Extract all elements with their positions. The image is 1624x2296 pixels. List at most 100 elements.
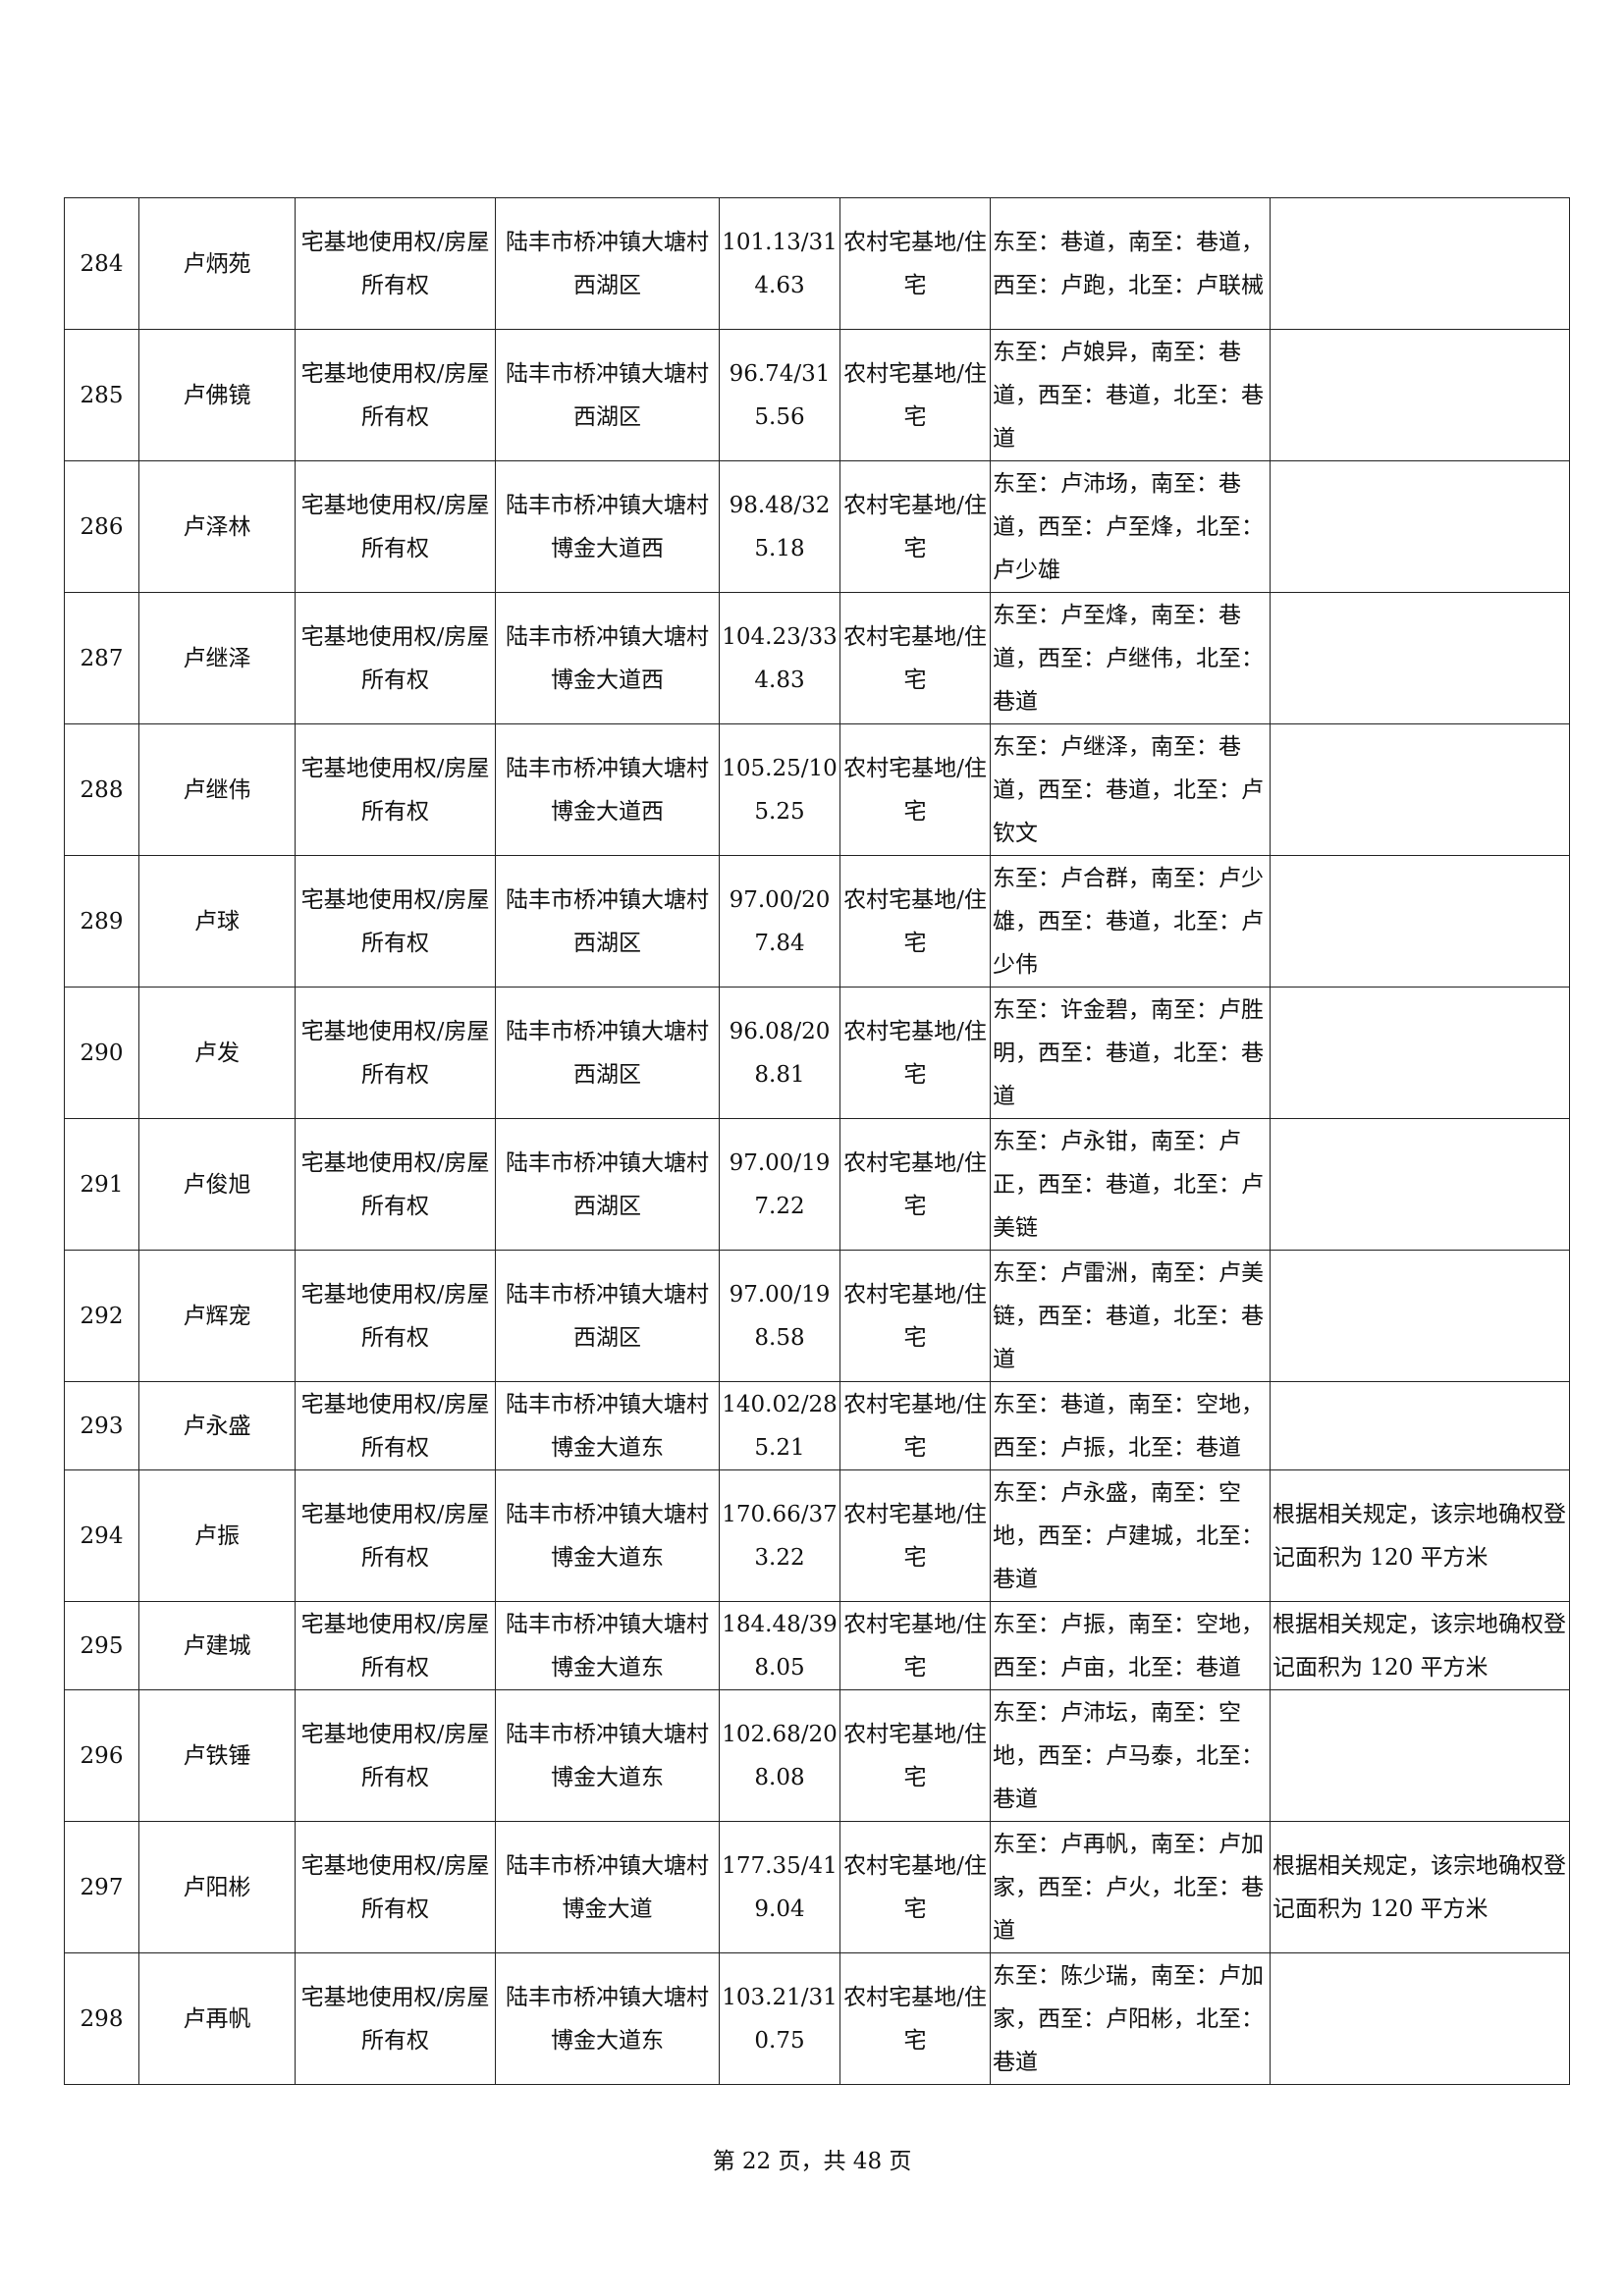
table-row: 297 卢阳彬 宅基地使用权/房屋所有权 陆丰市桥冲镇大塘村博金大道 177.35/41… [64, 1821, 1570, 1953]
cell-boundaries: 东至：卢振，南至：空地，西至：卢亩，北至：巷道 [990, 1601, 1271, 1690]
cell-right-type: 宅基地使用权/房屋所有权 [295, 723, 496, 856]
cell-usage: 农村宅基地/住宅 [839, 1689, 991, 1822]
cell-owner-name: 卢振 [138, 1469, 296, 1602]
cell-row-number: 295 [64, 1601, 139, 1690]
cell-note [1270, 1689, 1570, 1822]
cell-right-type: 宅基地使用权/房屋所有权 [295, 855, 496, 988]
table-row: 289 卢球 宅基地使用权/房屋所有权 陆丰市桥冲镇大塘村西湖区 97.00/207.8… [64, 855, 1570, 988]
cell-location: 陆丰市桥冲镇大塘村博金大道东 [495, 1469, 720, 1602]
cell-owner-name: 卢炳苑 [138, 197, 296, 330]
cell-note: 根据相关规定，该宗地确权登记面积为 120 平方米 [1270, 1469, 1570, 1602]
cell-area: 97.00/198.58 [719, 1250, 840, 1382]
cell-location: 陆丰市桥冲镇大塘村博金大道西 [495, 460, 720, 593]
cell-area: 102.68/208.08 [719, 1689, 840, 1822]
cell-row-number: 296 [64, 1689, 139, 1822]
cell-usage: 农村宅基地/住宅 [839, 723, 991, 856]
page-footer: 第 22 页，共 48 页 [712, 2149, 912, 2174]
cell-row-number: 298 [64, 1952, 139, 2085]
cell-boundaries: 东至：巷道，南至：巷道，西至：卢跑，北至：卢联械 [990, 197, 1271, 330]
cell-location: 陆丰市桥冲镇大塘村博金大道 [495, 1821, 720, 1953]
cell-area: 105.25/105.25 [719, 723, 840, 856]
cell-usage: 农村宅基地/住宅 [839, 1250, 991, 1382]
cell-row-number: 286 [64, 460, 139, 593]
table-row: 285 卢佛镜 宅基地使用权/房屋所有权 陆丰市桥冲镇大塘村西湖区 96.74/315.… [64, 329, 1570, 461]
cell-usage: 农村宅基地/住宅 [839, 1821, 991, 1953]
cell-row-number: 294 [64, 1469, 139, 1602]
cell-right-type: 宅基地使用权/房屋所有权 [295, 1381, 496, 1470]
cell-owner-name: 卢球 [138, 855, 296, 988]
cell-boundaries: 东至：卢娘异，南至：巷道，西至：巷道，北至：巷道 [990, 329, 1271, 461]
cell-location: 陆丰市桥冲镇大塘村博金大道东 [495, 1381, 720, 1470]
cell-location: 陆丰市桥冲镇大塘村西湖区 [495, 987, 720, 1119]
cell-right-type: 宅基地使用权/房屋所有权 [295, 197, 496, 330]
cell-usage: 农村宅基地/住宅 [839, 855, 991, 988]
table-row: 286 卢泽林 宅基地使用权/房屋所有权 陆丰市桥冲镇大塘村博金大道西 98.48/32… [64, 460, 1570, 593]
table-row: 284 卢炳苑 宅基地使用权/房屋所有权 陆丰市桥冲镇大塘村西湖区 101.13/314… [64, 197, 1570, 330]
cell-owner-name: 卢发 [138, 987, 296, 1119]
cell-owner-name: 卢永盛 [138, 1381, 296, 1470]
cell-row-number: 291 [64, 1118, 139, 1251]
cell-note [1270, 592, 1570, 724]
cell-owner-name: 卢俊旭 [138, 1118, 296, 1251]
cell-usage: 农村宅基地/住宅 [839, 1601, 991, 1690]
cell-right-type: 宅基地使用权/房屋所有权 [295, 1952, 496, 2085]
cell-note [1270, 1118, 1570, 1251]
cell-boundaries: 东至：许金碧，南至：卢胜明，西至：巷道，北至：巷道 [990, 987, 1271, 1119]
cell-right-type: 宅基地使用权/房屋所有权 [295, 1118, 496, 1251]
cell-note [1270, 723, 1570, 856]
table-row: 287 卢继泽 宅基地使用权/房屋所有权 陆丰市桥冲镇大塘村博金大道西 104.23/3… [64, 592, 1570, 724]
cell-owner-name: 卢继泽 [138, 592, 296, 724]
cell-usage: 农村宅基地/住宅 [839, 1952, 991, 2085]
cell-row-number: 289 [64, 855, 139, 988]
cell-owner-name: 卢继伟 [138, 723, 296, 856]
cell-note: 根据相关规定，该宗地确权登记面积为 120 平方米 [1270, 1821, 1570, 1953]
table-row: 295 卢建城 宅基地使用权/房屋所有权 陆丰市桥冲镇大塘村博金大道东 184.48/3… [64, 1601, 1570, 1690]
cell-boundaries: 东至：卢永盛，南至：空地，西至：卢建城，北至：巷道 [990, 1469, 1271, 1602]
cell-location: 陆丰市桥冲镇大塘村博金大道西 [495, 592, 720, 724]
cell-area: 96.08/208.81 [719, 987, 840, 1119]
cell-owner-name: 卢泽林 [138, 460, 296, 593]
cell-area: 97.00/197.22 [719, 1118, 840, 1251]
cell-location: 陆丰市桥冲镇大塘村西湖区 [495, 1250, 720, 1382]
cell-area: 97.00/207.84 [719, 855, 840, 988]
cell-note [1270, 1952, 1570, 2085]
cell-area: 140.02/285.21 [719, 1381, 840, 1470]
cell-area: 184.48/398.05 [719, 1601, 840, 1690]
cell-row-number: 287 [64, 592, 139, 724]
cell-boundaries: 东至：卢永钳，南至：卢正，西至：巷道，北至：卢美链 [990, 1118, 1271, 1251]
cell-row-number: 288 [64, 723, 139, 856]
cell-owner-name: 卢佛镜 [138, 329, 296, 461]
table-row: 298 卢再帆 宅基地使用权/房屋所有权 陆丰市桥冲镇大塘村博金大道东 103.21/3… [64, 1952, 1570, 2085]
cell-usage: 农村宅基地/住宅 [839, 1118, 991, 1251]
table-row: 293 卢永盛 宅基地使用权/房屋所有权 陆丰市桥冲镇大塘村博金大道东 140.02/2… [64, 1381, 1570, 1470]
cell-location: 陆丰市桥冲镇大塘村博金大道东 [495, 1601, 720, 1690]
land-registry-table: 284 卢炳苑 宅基地使用权/房屋所有权 陆丰市桥冲镇大塘村西湖区 101.13/314… [64, 197, 1570, 2085]
cell-area: 177.35/419.04 [719, 1821, 840, 1953]
cell-location: 陆丰市桥冲镇大塘村博金大道东 [495, 1689, 720, 1822]
cell-location: 陆丰市桥冲镇大塘村西湖区 [495, 1118, 720, 1251]
cell-usage: 农村宅基地/住宅 [839, 329, 991, 461]
cell-right-type: 宅基地使用权/房屋所有权 [295, 1250, 496, 1382]
cell-note [1270, 1250, 1570, 1382]
cell-row-number: 293 [64, 1381, 139, 1470]
cell-boundaries: 东至：卢雷洲，南至：卢美链，西至：巷道，北至：巷道 [990, 1250, 1271, 1382]
cell-area: 103.21/310.75 [719, 1952, 840, 2085]
cell-boundaries: 东至：卢沛场，南至：巷道，西至：卢至烽，北至：卢少雄 [990, 460, 1271, 593]
cell-note: 根据相关规定，该宗地确权登记面积为 120 平方米 [1270, 1601, 1570, 1690]
cell-owner-name: 卢铁锤 [138, 1689, 296, 1822]
cell-area: 96.74/315.56 [719, 329, 840, 461]
cell-owner-name: 卢阳彬 [138, 1821, 296, 1953]
table-row: 291 卢俊旭 宅基地使用权/房屋所有权 陆丰市桥冲镇大塘村西湖区 97.00/197.… [64, 1118, 1570, 1251]
cell-location: 陆丰市桥冲镇大塘村西湖区 [495, 855, 720, 988]
cell-boundaries: 东至：卢合群，南至：卢少雄，西至：巷道，北至：卢少伟 [990, 855, 1271, 988]
cell-row-number: 284 [64, 197, 139, 330]
cell-location: 陆丰市桥冲镇大塘村西湖区 [495, 329, 720, 461]
cell-boundaries: 东至：卢继泽，南至：巷道，西至：巷道，北至：卢钦文 [990, 723, 1271, 856]
cell-right-type: 宅基地使用权/房屋所有权 [295, 1601, 496, 1690]
cell-row-number: 285 [64, 329, 139, 461]
cell-location: 陆丰市桥冲镇大塘村博金大道东 [495, 1952, 720, 2085]
cell-right-type: 宅基地使用权/房屋所有权 [295, 329, 496, 461]
cell-note [1270, 329, 1570, 461]
cell-note [1270, 460, 1570, 593]
table-row: 296 卢铁锤 宅基地使用权/房屋所有权 陆丰市桥冲镇大塘村博金大道东 102.68/2… [64, 1689, 1570, 1822]
